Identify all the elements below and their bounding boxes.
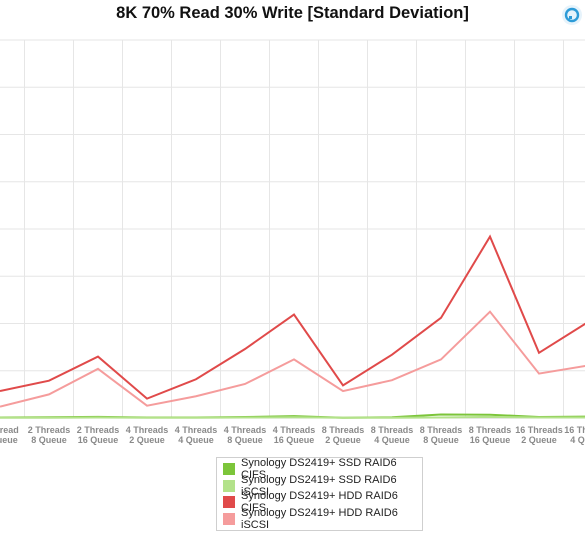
series-line-4 bbox=[0, 310, 585, 408]
legend-swatch bbox=[223, 496, 235, 509]
legend: Synology DS2419+ SSD RAID6 CIFS Synology … bbox=[216, 457, 423, 531]
legend-label: Synology DS2419+ HDD RAID6 iSCSI bbox=[241, 507, 398, 532]
legend-item-4[interactable]: Synology DS2419+ HDD RAID6 iSCSI bbox=[223, 507, 422, 531]
x-tick-label: 4 Threads 8 Queue bbox=[224, 425, 267, 445]
x-tick-label: 1 Thread1 Queue bbox=[0, 425, 19, 445]
legend-label: Synology DS2419+ HDD RAID6 CIFS bbox=[241, 490, 398, 515]
x-tick-label: 8 Threads 16 Queue bbox=[469, 425, 512, 445]
x-tick-label: 8 Threads 8 Queue bbox=[420, 425, 463, 445]
series-line-2 bbox=[0, 415, 585, 419]
series-line-3 bbox=[0, 234, 585, 400]
x-tick-label: 4 Threads 2 Queue bbox=[126, 425, 169, 445]
legend-swatch bbox=[223, 513, 235, 526]
x-tick-label: 2 Threads 16 Queue bbox=[77, 425, 120, 445]
x-tick-label: 4 Threads 4 Queue bbox=[175, 425, 218, 445]
x-tick-label: 16 Threads 2 Queue bbox=[515, 425, 563, 445]
x-tick-label: 2 Threads 8 Queue bbox=[28, 425, 71, 445]
legend-swatch bbox=[223, 463, 235, 476]
legend-item-1[interactable]: Synology DS2419+ SSD RAID6 CIFS bbox=[223, 457, 422, 481]
x-tick-label: 8 Threads 4 Queue bbox=[371, 425, 414, 445]
legend-item-3[interactable]: Synology DS2419+ HDD RAID6 CIFS bbox=[223, 490, 422, 514]
chart-title: 8K 70% Read 30% Write [Standard Deviatio… bbox=[116, 4, 469, 22]
legend-label: Synology DS2419+ SSD RAID6 CIFS bbox=[241, 457, 397, 482]
grid bbox=[0, 39, 585, 419]
series-lines bbox=[0, 234, 585, 419]
legend-label: Synology DS2419+ SSD RAID6 iSCSI bbox=[241, 473, 397, 498]
legend-swatch bbox=[223, 479, 235, 492]
x-tick-label: 8 Threads 2 Queue bbox=[322, 425, 365, 445]
x-tick-label: 4 Threads 16 Queue bbox=[273, 425, 316, 445]
chart-menu-icon[interactable] bbox=[560, 3, 584, 27]
legend-item-2[interactable]: Synology DS2419+ SSD RAID6 iSCSI bbox=[223, 474, 422, 498]
